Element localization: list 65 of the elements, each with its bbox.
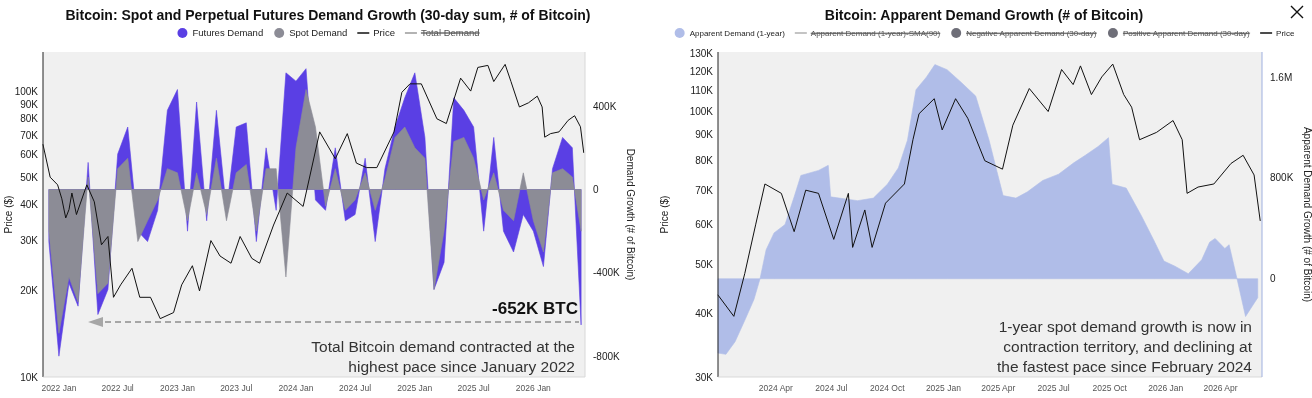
y-tick-label: 90K: [695, 129, 714, 141]
chart-title: Bitcoin: Apparent Demand Growth (# of Bitcoin): [824, 7, 1144, 23]
y-tick-label: 50K: [20, 171, 39, 183]
y-tick-label: 110K: [690, 85, 714, 97]
x-tick-label: 2025 Apr: [981, 383, 1016, 393]
y2-tick-label: 800K: [1270, 172, 1294, 184]
x-tick-label: 2023 Jul: [220, 383, 253, 393]
y-tick-label: 120K: [689, 65, 714, 77]
annotation: -652K BTC: [492, 299, 578, 318]
x-tick-label: 2026 Jan: [515, 383, 552, 393]
x-tick-label: 2025 Jul: [457, 383, 490, 393]
legend-label: Price: [373, 27, 395, 38]
y-tick-label: 20K: [20, 285, 39, 297]
legend-label: Apparent Demand (1-year): [689, 29, 786, 38]
x-tick-label: 2024 Apr: [758, 383, 794, 393]
x-tick-label: 2024 Jul: [815, 383, 848, 393]
x-tick-label: 2025 Oct: [1092, 383, 1128, 393]
y2-tick-label: 0: [1270, 273, 1276, 285]
y-tick-label: 60K: [695, 218, 714, 230]
legend-label: Spot Demand: [289, 27, 348, 38]
x-tick-label: 2024 Jul: [339, 383, 372, 393]
legend-label: Price: [1276, 29, 1295, 38]
x-tick-label: 2025 Jan: [397, 383, 433, 393]
y-tick-label: 30K: [695, 371, 714, 383]
y-tick-label: 70K: [695, 184, 714, 196]
y-tick-label: 90K: [20, 98, 39, 110]
y-tick-label: 10K: [20, 371, 39, 383]
y-tick-label: 80K: [695, 155, 714, 167]
y-tick-label: 80K: [20, 113, 39, 125]
y2-tick-label: 400K: [593, 100, 617, 112]
line-series: [42, 63, 585, 320]
x-tick-label: 2022 Jul: [101, 383, 134, 393]
annotation: 1-year spot demand growth is now in contraction territory, and declining at the fastest pace since February 2024: [996, 318, 1253, 375]
y-tick-label: 40K: [695, 308, 714, 320]
legend-label: Futures Demand: [192, 27, 264, 38]
y-tick-label: 70K: [20, 129, 39, 141]
y-tick-label: 50K: [695, 258, 714, 270]
y2-tick-label: -800K: [593, 350, 621, 362]
y-tick-label: 40K: [20, 199, 39, 211]
annotation: Total Bitcoin demand contracted at the highest pace since January 2022: [311, 338, 575, 375]
legend-label: Total Demand: [420, 27, 480, 38]
y2-tick-label: 1.6M: [1270, 71, 1293, 83]
chart-title: Bitcoin: Spot and Perpetual Futures Demand Growth (30-day sum, # of Bitcoin): [65, 7, 591, 23]
x-tick-label: 2025 Jul: [1037, 383, 1070, 393]
x-tick-label: 2024 Jan: [278, 383, 314, 393]
x-tick-label: 2026 Apr: [1203, 383, 1238, 393]
legend-label: Negative Apparent Demand (30-day): [966, 29, 1097, 38]
y2-axis-title: Apparent Demand Growth (# of Bitcoin): [1302, 126, 1312, 303]
x-tick-label: 2025 Jan: [925, 383, 962, 393]
y2-tick-label: 0: [593, 184, 599, 195]
y-tick-label: 60K: [20, 149, 39, 161]
y2-axis-title: Demand Growth (# of Bitcoin): [625, 148, 636, 281]
y-axis-title: Price ($): [659, 195, 670, 234]
y-tick-label: 100K: [14, 85, 39, 97]
x-tick-label: 2023 Jan: [159, 383, 196, 393]
x-tick-label: 2026 Jan: [1148, 383, 1184, 393]
y-axis-title: Price ($): [3, 195, 14, 234]
y-tick-label: 30K: [20, 235, 39, 247]
x-tick-label: 2022 Jan: [41, 383, 77, 393]
legend-label: Apparent Demand (1-year)-SMA(90): [810, 29, 941, 38]
y2-tick-label: -400K: [593, 267, 621, 279]
y-tick-label: 130K: [689, 48, 714, 60]
legend-label: Positive Apparent Demand (30-day): [1122, 29, 1251, 38]
x-tick-label: 2024 Oct: [870, 383, 906, 393]
y-tick-label: 100K: [689, 106, 714, 118]
